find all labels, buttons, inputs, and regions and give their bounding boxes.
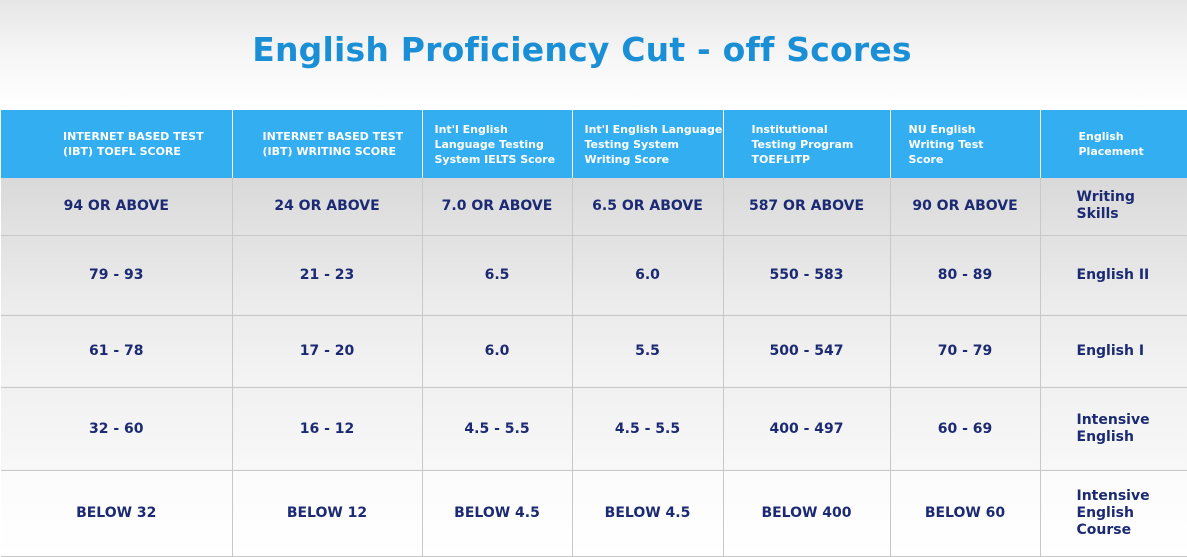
column-header-ibt-writing: INTERNET BASED TEST (IBT) WRITING SCORE xyxy=(232,110,423,178)
table-cell: 4.5 - 5.5 xyxy=(572,387,724,471)
placement-label: Intensive English xyxy=(1076,411,1150,445)
table-cell: 80 - 89 xyxy=(890,235,1041,316)
table-cell: 70 - 79 xyxy=(890,315,1041,388)
column-header-english-placement: English Placement xyxy=(1040,110,1187,178)
table-cell: 16 - 12 xyxy=(232,387,423,471)
column-header-ibt-toefl: INTERNET BASED TEST (IBT) TOEFL SCORE xyxy=(1,110,233,178)
table-cell: BELOW 60 xyxy=(890,470,1041,557)
table-row: 61 - 78 17 - 20 6.0 5.5 500 - 547 70 - 7… xyxy=(1,315,1187,388)
table-row: 32 - 60 16 - 12 4.5 - 5.5 4.5 - 5.5 400 … xyxy=(1,387,1187,471)
placement-label: Intensive English Course xyxy=(1076,487,1150,538)
table-row: 94 OR ABOVE 24 OR ABOVE 7.0 OR ABOVE 6.5… xyxy=(1,178,1187,236)
table-cell: 32 - 60 xyxy=(1,387,233,471)
table-cell: 4.5 - 5.5 xyxy=(422,387,573,471)
table-cell: 60 - 69 xyxy=(890,387,1041,471)
table-cell: 400 - 497 xyxy=(723,387,891,471)
table-row: BELOW 32 BELOW 12 BELOW 4.5 BELOW 4.5 BE… xyxy=(1,470,1187,557)
table-cell: 24 OR ABOVE xyxy=(232,178,423,236)
table-cell: BELOW 12 xyxy=(232,470,423,557)
table-cell: 7.0 OR ABOVE xyxy=(422,178,573,236)
placement-label: Writing Skills xyxy=(1076,189,1135,223)
table-cell: 6.0 xyxy=(422,315,573,388)
column-header-ielts: Int'l English Language Testing System IE… xyxy=(422,110,573,178)
placement-cell: Intensive English Course xyxy=(1040,470,1187,557)
placement-cell: Intensive English xyxy=(1040,387,1187,471)
table-cell: 5.5 xyxy=(572,315,724,388)
column-header-ielts-writing: Int'l English Language Testing System Wr… xyxy=(572,110,724,178)
cut-off-scores-table: INTERNET BASED TEST (IBT) TOEFL SCORE IN… xyxy=(1,110,1187,557)
placement-cell: Writing Skills xyxy=(1040,178,1187,236)
table-cell: 6.5 xyxy=(422,235,573,316)
placement-label: English II xyxy=(1076,266,1150,283)
page-title: English Proficiency Cut - off Scores xyxy=(252,30,912,69)
placement-cell: English II xyxy=(1040,235,1187,316)
placement-cell: English I xyxy=(1040,315,1187,388)
table-row: 79 - 93 21 - 23 6.5 6.0 550 - 583 80 - 8… xyxy=(1,235,1187,316)
table-cell: 6.5 OR ABOVE xyxy=(572,178,724,236)
table-cell: 550 - 583 xyxy=(723,235,891,316)
table-cell: BELOW 4.5 xyxy=(422,470,573,557)
table-cell: BELOW 32 xyxy=(1,470,233,557)
table-cell: 79 - 93 xyxy=(1,235,233,316)
table-cell: BELOW 4.5 xyxy=(572,470,724,557)
table-cell: 6.0 xyxy=(572,235,724,316)
table-cell: 17 - 20 xyxy=(232,315,423,388)
column-header-nu-writing: NU English Writing Test Score xyxy=(890,110,1041,178)
placement-label: English I xyxy=(1076,342,1145,359)
table-cell: BELOW 400 xyxy=(723,470,891,557)
table-cell: 94 OR ABOVE xyxy=(1,178,233,236)
table-cell: 587 OR ABOVE xyxy=(723,178,891,236)
table-header-row: INTERNET BASED TEST (IBT) TOEFL SCORE IN… xyxy=(1,110,1187,178)
table-cell: 90 OR ABOVE xyxy=(890,178,1041,236)
table-cell: 500 - 547 xyxy=(723,315,891,388)
table-cell: 61 - 78 xyxy=(1,315,233,388)
column-header-toefl-itp: Institutional Testing Program TOEFLITP xyxy=(723,110,891,178)
table-cell: 21 - 23 xyxy=(232,235,423,316)
